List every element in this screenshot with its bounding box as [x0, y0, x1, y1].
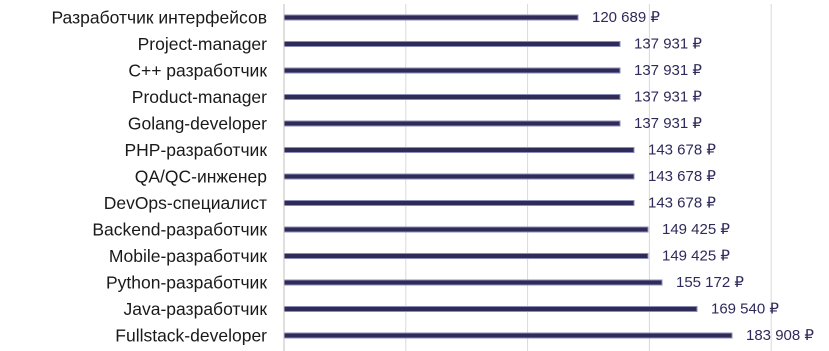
value-label: 137 931 ₽ [634, 36, 702, 53]
value-label: 169 540 ₽ [711, 301, 779, 318]
category-label: Разработчик интерфейсов [51, 8, 267, 28]
category-label: Python-разработчик [106, 273, 267, 293]
value-label: 143 678 ₽ [648, 168, 716, 185]
category-label: Golang-developer [128, 114, 267, 134]
category-labels: Разработчик интерфейсов Project-manager C+… [51, 8, 267, 346]
category-label: Java-разработчик [124, 299, 268, 319]
value-label: 149 425 ₽ [662, 248, 730, 265]
value-label: 120 689 ₽ [592, 9, 660, 26]
category-label: QA/QC-инженер [135, 167, 267, 187]
value-label: 143 678 ₽ [648, 142, 716, 159]
bar [283, 200, 635, 206]
bar [283, 147, 635, 153]
bar [283, 253, 649, 259]
value-label: 149 425 ₽ [662, 221, 730, 238]
value-label: 155 172 ₽ [676, 274, 744, 291]
value-label: 143 678 ₽ [648, 195, 716, 212]
bar [283, 41, 621, 47]
category-label: Backend-разработчик [92, 220, 267, 240]
bar [283, 173, 635, 180]
bar [283, 226, 649, 233]
category-label: Fullstack-developer [115, 326, 267, 346]
bar [283, 332, 733, 339]
bar [283, 306, 698, 312]
value-labels: 120 689 ₽ 137 931 ₽ 137 931 ₽ 137 931 ₽ 137 … [592, 9, 814, 344]
bar [283, 67, 621, 74]
value-label: 183 908 ₽ [746, 327, 814, 344]
category-label: C++ разработчик [128, 61, 267, 81]
category-label: Mobile-разработчик [109, 246, 267, 266]
category-label: PHP-разработчик [124, 140, 267, 160]
bar [283, 94, 621, 100]
value-label: 137 931 ₽ [634, 115, 702, 132]
category-label: Product-manager [132, 87, 267, 107]
bar [283, 14, 579, 21]
bar [283, 120, 621, 127]
bar [283, 279, 663, 286]
category-label: DevOps-специалист [104, 193, 267, 213]
value-label: 137 931 ₽ [634, 62, 702, 79]
category-label: Project-manager [138, 34, 268, 54]
value-label: 137 931 ₽ [634, 89, 702, 106]
